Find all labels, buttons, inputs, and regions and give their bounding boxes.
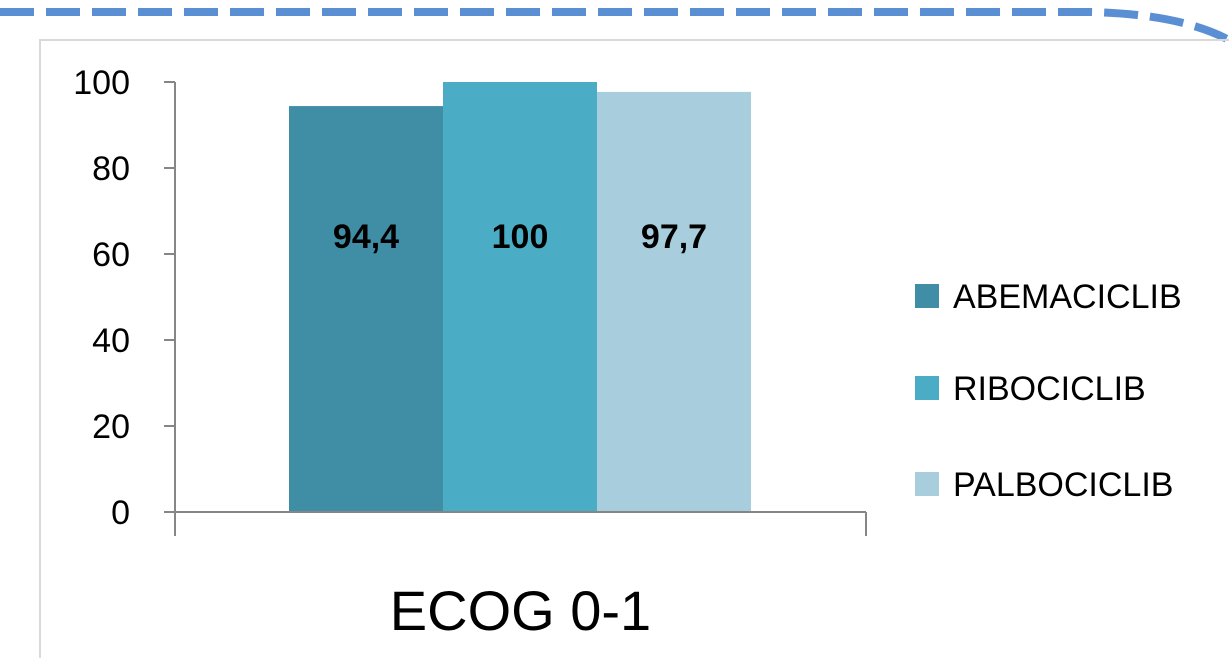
bar-palbociclib xyxy=(597,91,751,512)
legend-swatch xyxy=(915,376,939,400)
legend-swatch xyxy=(915,284,939,308)
bar-group xyxy=(289,82,751,512)
data-label-abemaciclib: 94,4 xyxy=(333,218,399,256)
y-tick-label: 100 xyxy=(73,64,130,102)
dashed-frame-border xyxy=(0,8,1229,44)
data-label-ribociclib: 100 xyxy=(492,218,549,256)
y-tick-label: 40 xyxy=(92,322,130,360)
data-labels: 94,4 100 97,7 xyxy=(333,218,707,256)
legend: ABEMACICLIB RIBOCICLIB PALBOCICLIB xyxy=(915,278,1182,504)
chart-area-border xyxy=(39,39,1229,658)
legend-label: ABEMACICLIB xyxy=(953,278,1182,316)
y-tick-label: 80 xyxy=(92,150,130,188)
category-label: ECOG 0-1 xyxy=(390,579,651,642)
y-tick-label: 60 xyxy=(92,236,130,274)
legend-label: RIBOCICLIB xyxy=(953,370,1146,408)
y-tick-label: 20 xyxy=(92,408,130,446)
legend-swatch xyxy=(915,472,939,496)
y-tick-label: 0 xyxy=(111,494,130,532)
bar-ribociclib xyxy=(443,82,597,512)
legend-label: PALBOCICLIB xyxy=(953,466,1173,504)
x-axis xyxy=(174,511,867,536)
y-axis: 0 20 40 60 80 100 xyxy=(73,64,176,532)
data-label-palbociclib: 97,7 xyxy=(641,218,707,256)
bar-abemaciclib xyxy=(289,106,443,512)
category-labels: ECOG 0-1 xyxy=(390,579,651,642)
